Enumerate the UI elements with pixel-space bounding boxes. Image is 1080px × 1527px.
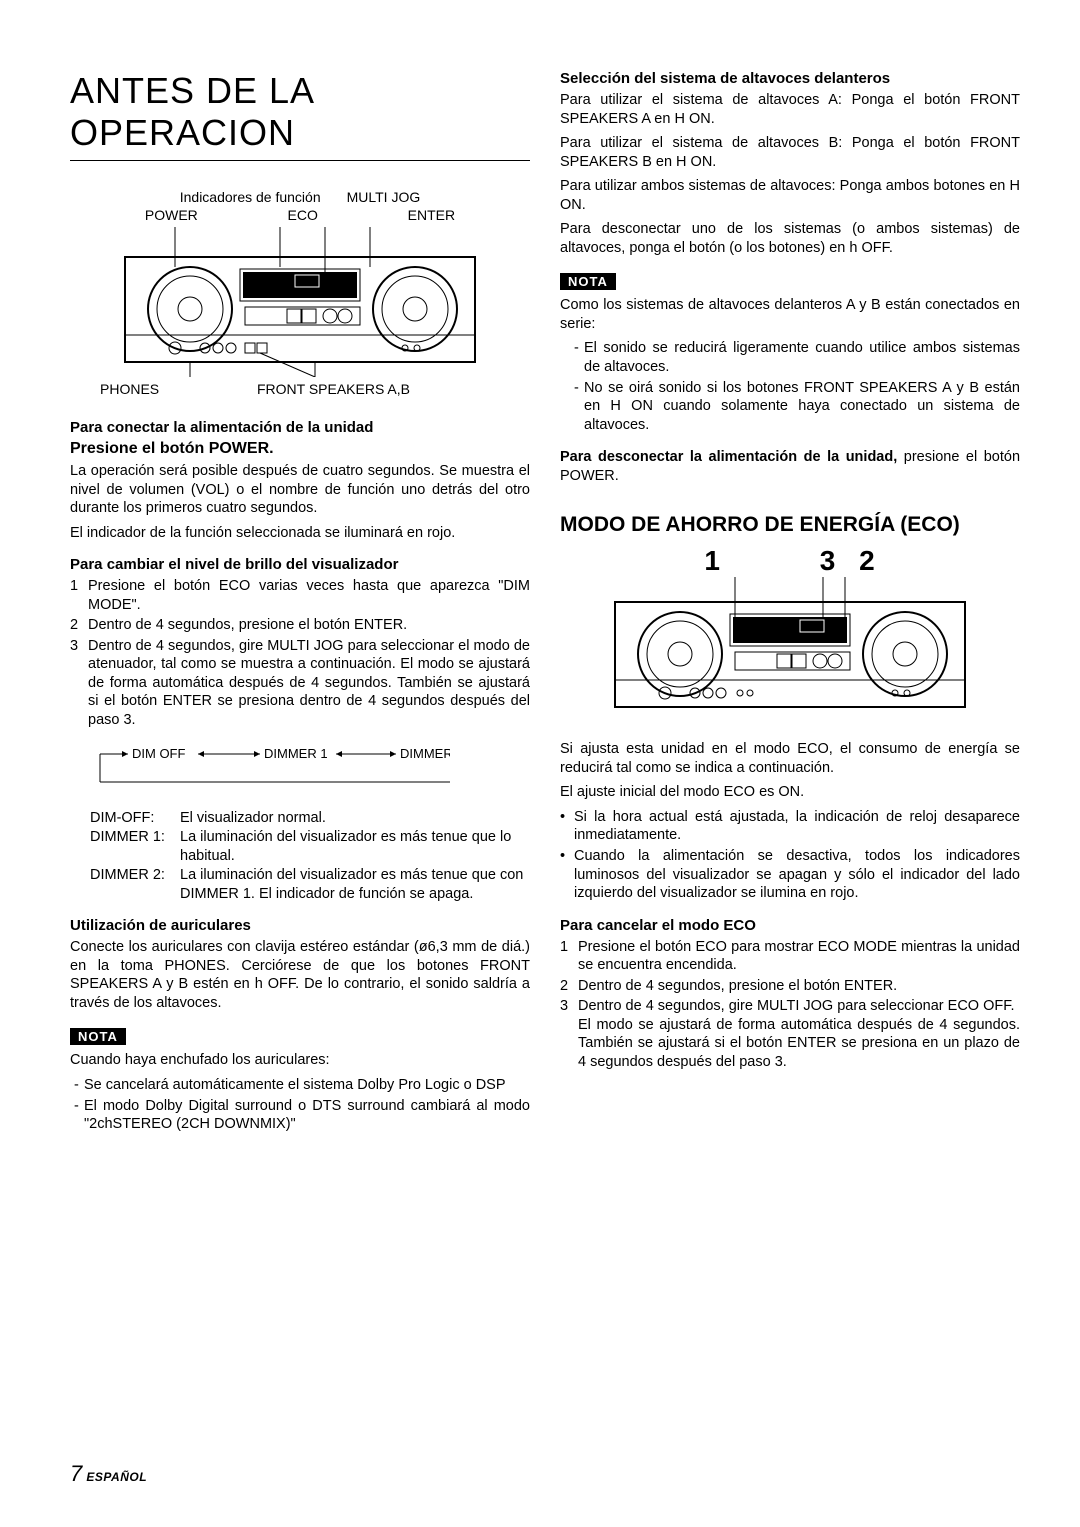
dimmer-definitions: DIM-OFF:El visualizador normal. DIMMER 1… <box>90 809 530 904</box>
def-term-2: DIMMER 2: <box>90 866 180 903</box>
nota-left-0: Se cancelará automáticamente el sistema … <box>84 1076 530 1095</box>
nota-intro-right: Como los sistemas de altavoces delantero… <box>560 296 1020 333</box>
nota-left-1: El modo Dolby Digital surround o DTS sur… <box>84 1097 530 1134</box>
svg-text:DIM OFF: DIM OFF <box>132 746 185 761</box>
eco-bullet-0: Si la hora actual está ajustada, la indi… <box>574 808 1020 845</box>
eco-p1: Si ajusta esta unidad en el modo ECO, el… <box>560 740 1020 777</box>
brightness-step-1: Presione el botón ECO varias veces hasta… <box>88 577 530 614</box>
cancel-eco-steps: 1Presione el botón ECO para mostrar ECO … <box>560 938 1020 1072</box>
p-fs-4: Para desconectar uno de los sistemas (o … <box>560 220 1020 257</box>
cancel-step-3: Dentro de 4 segundos, gire MULTI JOG par… <box>578 997 1020 1071</box>
p-fs-3: Para utilizar ambos sistemas de altavoce… <box>560 177 1020 214</box>
diagram-label-top2: MULTI JOG <box>347 189 421 205</box>
nota-right-1: No se oirá sonido si los botones FRONT S… <box>584 379 1020 435</box>
p-headphones: Conecte los auriculares con clavija esté… <box>70 938 530 1012</box>
brightness-step-2: Dentro de 4 segundos, presione el botón … <box>88 616 530 635</box>
heading-connect-power: Para conectar la alimentación de la unid… <box>70 419 530 436</box>
page-language: ESPAÑOL <box>86 1470 147 1484</box>
eco-title: MODO DE AHORRO DE ENERGÍA (ECO) <box>560 513 1020 537</box>
eco-num-2: 2 <box>859 545 876 577</box>
nota-list-right: -El sonido se reducirá ligeramente cuand… <box>560 339 1020 434</box>
def-def-1: La iluminación del visualizador es más t… <box>180 828 530 865</box>
p-fs-2: Para utilizar el sistema de altavoces B:… <box>560 134 1020 171</box>
heading-brightness: Para cambiar el nivel de brillo del visu… <box>70 556 530 573</box>
eco-num-1: 1 <box>704 545 721 577</box>
p-disconnect: Para desconectar la alimentación de la u… <box>560 448 1020 485</box>
p-connect-1: La operación será posible después de cua… <box>70 462 530 518</box>
svg-text:DIMMER 2: DIMMER 2 <box>400 746 450 761</box>
eco-diagram: 1 3 2 <box>560 545 1020 722</box>
nota-right-0: El sonido se reducirá ligeramente cuando… <box>584 339 1020 376</box>
eco-receiver-svg <box>605 577 975 722</box>
def-term-0: DIM-OFF: <box>90 809 180 828</box>
def-term-1: DIMMER 1: <box>90 828 180 865</box>
receiver-diagram-top: Indicadores de función MULTI JOG POWER E… <box>70 189 530 397</box>
eco-bullet-1: Cuando la alimentación se desactiva, tod… <box>574 847 1020 903</box>
disconnect-bold: Para desconectar la alimentación de la u… <box>560 449 897 465</box>
p-fs-1: Para utilizar el sistema de altavoces A:… <box>560 91 1020 128</box>
svg-text:DIMMER 1: DIMMER 1 <box>264 746 328 761</box>
eco-p2: El ajuste inicial del modo ECO es ON. <box>560 783 1020 802</box>
p-connect-2: El indicador de la función seleccionada … <box>70 524 530 543</box>
cancel-step-2: Dentro de 4 segundos, presione el botón … <box>578 977 1020 996</box>
page-footer: 7 ESPAÑOL <box>70 1461 147 1487</box>
cancel-step-1: Presione el botón ECO para mostrar ECO M… <box>578 938 1020 975</box>
diagram-label-phones: PHONES <box>100 381 140 397</box>
def-def-0: El visualizador normal. <box>180 809 530 828</box>
right-column: Selección del sistema de altavoces delan… <box>560 70 1020 1136</box>
diagram-label-enter: ENTER <box>408 207 455 223</box>
diagram-label-eco: ECO <box>288 207 318 223</box>
def-def-2: La iluminación del visualizador es más t… <box>180 866 530 903</box>
dimmer-cycle-diagram: DIM OFF DIMMER 1 DIMMER 2 <box>90 742 530 797</box>
main-title: ANTES DE LA OPERACION <box>70 70 530 154</box>
brightness-step-3: Dentro de 4 segundos, gire MULTI JOG par… <box>88 637 530 730</box>
nota-intro-left: Cuando haya enchufado los auriculares: <box>70 1051 530 1070</box>
nota-tag-right: NOTA <box>560 273 616 290</box>
diagram-label-power: POWER <box>145 207 198 223</box>
heading-headphones: Utilización de auriculares <box>70 917 530 934</box>
sub-press-power: Presione el botón POWER. <box>70 440 530 458</box>
eco-bullets: •Si la hora actual está ajustada, la ind… <box>560 808 1020 903</box>
receiver-svg <box>115 227 485 377</box>
brightness-steps: 1Presione el botón ECO varias veces hast… <box>70 577 530 729</box>
heading-front-speakers: Selección del sistema de altavoces delan… <box>560 70 1020 87</box>
nota-list-left: -Se cancelará automáticamente el sistema… <box>70 1076 530 1134</box>
page-number: 7 <box>70 1461 82 1486</box>
eco-num-3: 3 <box>820 545 837 577</box>
diagram-label-top1: Indicadores de función <box>180 189 321 205</box>
diagram-label-front-speakers: FRONT SPEAKERS A,B <box>257 381 410 397</box>
title-underline <box>70 160 530 161</box>
heading-cancel-eco: Para cancelar el modo ECO <box>560 917 1020 934</box>
left-column: ANTES DE LA OPERACION Indicadores de fun… <box>70 70 530 1136</box>
nota-tag-left: NOTA <box>70 1028 126 1045</box>
